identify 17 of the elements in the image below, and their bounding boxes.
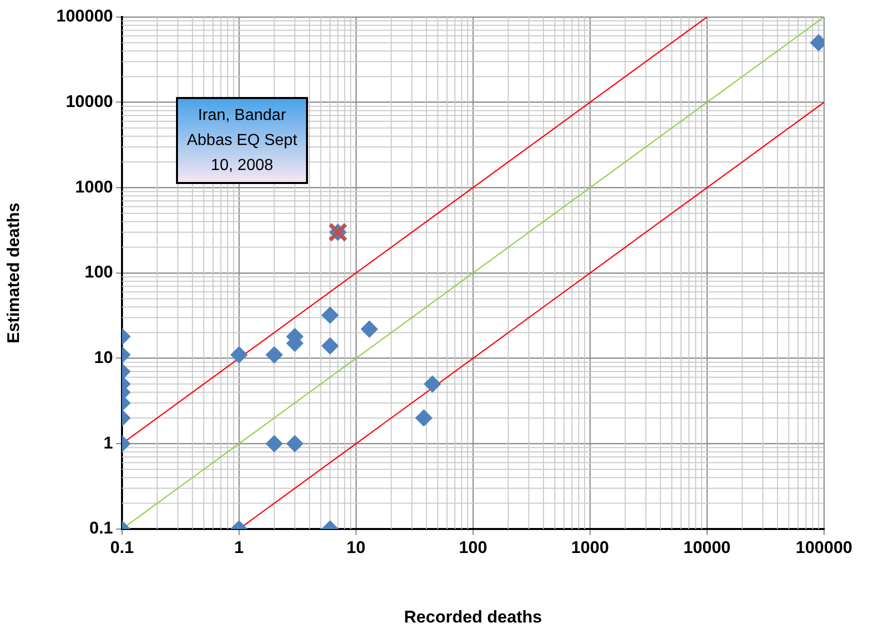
annotation: Iran, Bandar Abbas EQ Sept 10, 2008 <box>176 97 308 184</box>
x-tick-label: 10000 <box>683 538 731 557</box>
x-tick-label: 1 <box>234 538 244 557</box>
x-tick-label: 10 <box>346 538 366 557</box>
y-axis-title: Estimated deaths <box>4 202 23 344</box>
y-tick-label: 100000 <box>56 6 113 26</box>
y-tick-label: 100 <box>84 262 113 282</box>
x-tick-label: 1000 <box>571 538 609 557</box>
x-axis-title: Recorded deaths <box>404 607 542 626</box>
y-tick-label: 10 <box>94 348 113 368</box>
y-tick-label: 10000 <box>66 92 113 112</box>
x-tick-label: 100 <box>458 538 488 557</box>
y-tick-label: 1000 <box>75 177 113 196</box>
y-tick-label: 0.1 <box>89 518 113 538</box>
y-tick-label: 1 <box>104 433 113 452</box>
x-tick-label: 100000 <box>796 538 852 557</box>
x-tick-label: 0.1 <box>110 538 134 557</box>
